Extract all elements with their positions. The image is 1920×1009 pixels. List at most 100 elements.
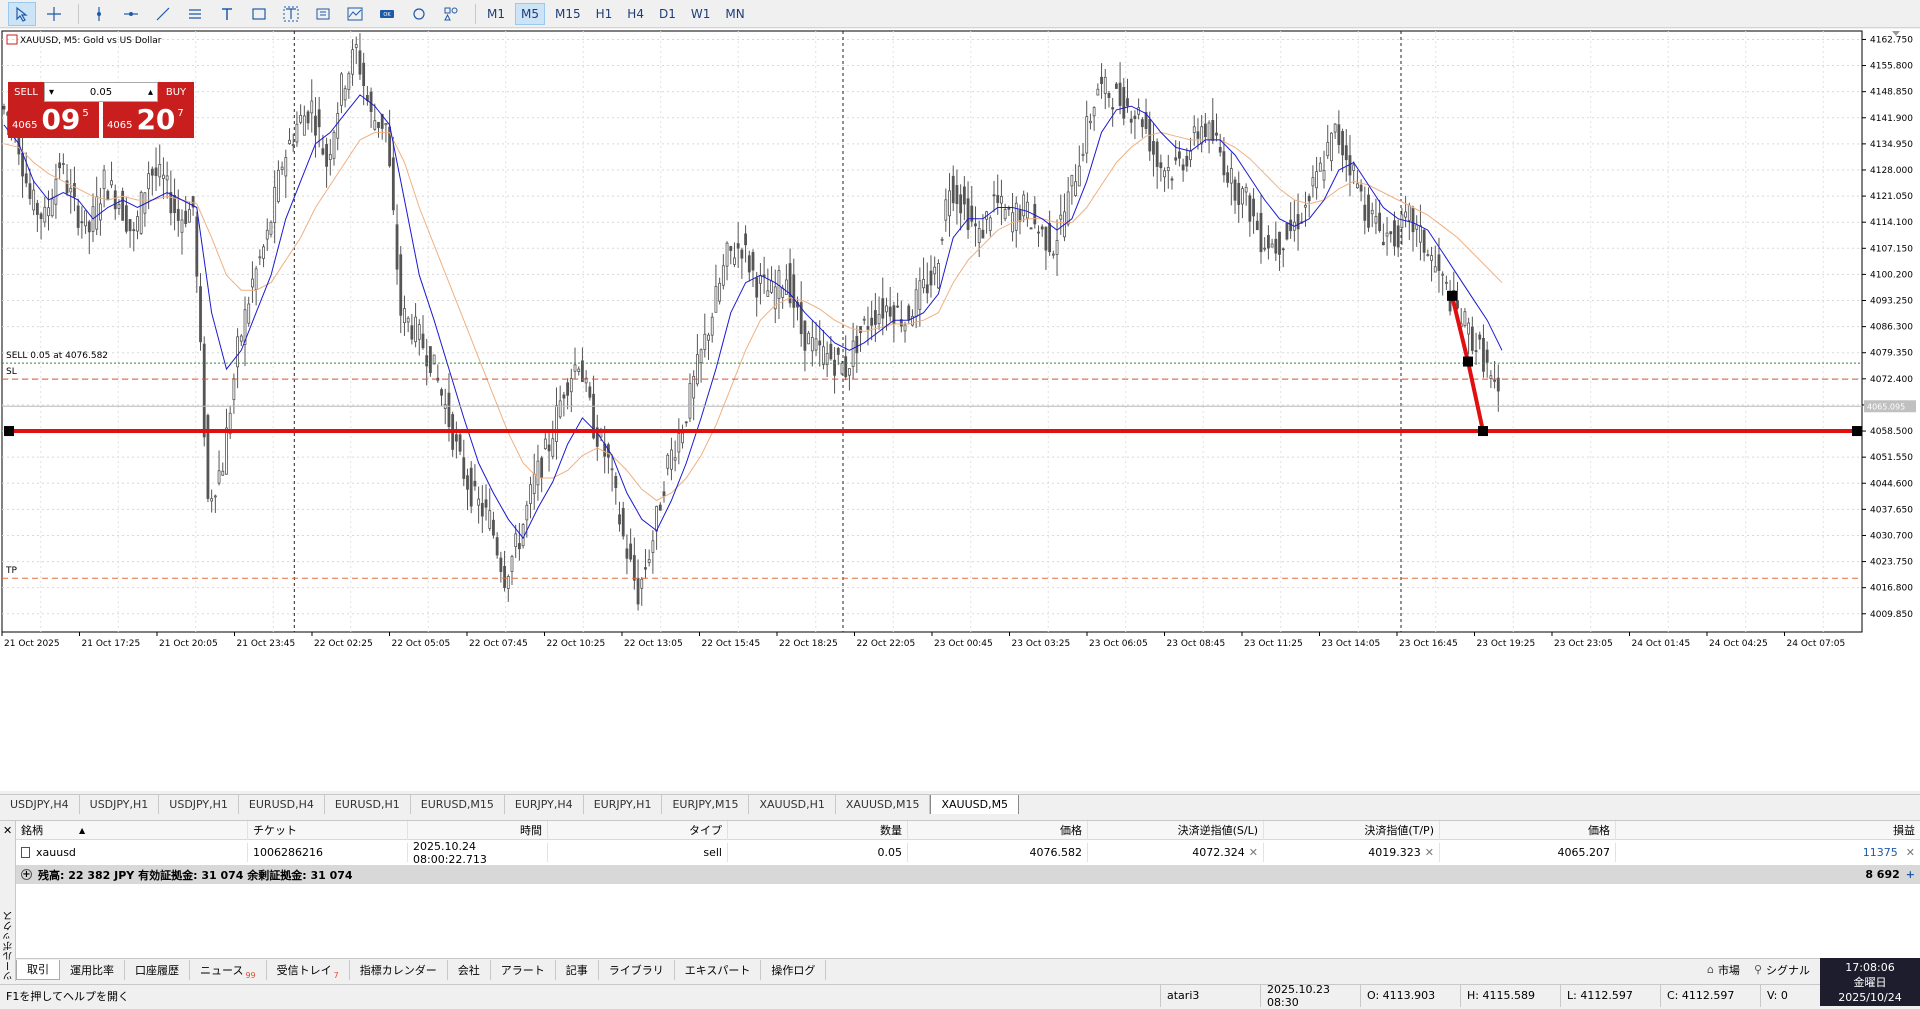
chart-tab[interactable]: XAUUSD,M5	[930, 795, 1020, 814]
timeframe-button-h1[interactable]: H1	[595, 6, 613, 21]
chart-tab[interactable]: EURJPY,H1	[584, 795, 663, 814]
chart-tab[interactable]: USDJPY,H1	[159, 795, 239, 814]
candle-body	[1114, 83, 1118, 89]
crosshair-icon[interactable]	[40, 2, 68, 26]
horizontal-line-icon[interactable]	[117, 2, 145, 26]
trendline-icon[interactable]	[149, 2, 177, 26]
bar-close: C: 4112.597	[1660, 984, 1760, 1007]
candle-body	[506, 576, 510, 589]
expand-icon[interactable]: +	[21, 869, 32, 880]
chart-tab[interactable]: XAUUSD,M15	[836, 795, 931, 814]
chart-tab[interactable]: USDJPY,H1	[80, 795, 160, 814]
timeframe-button-mn[interactable]: MN	[725, 6, 745, 21]
candle-body	[988, 217, 992, 231]
lot-dropdown-icon[interactable]: ▾	[49, 86, 55, 98]
table-row[interactable]: xauusd 1006286216 2025.10.24 08:00:22.71…	[16, 840, 1920, 866]
candle-body	[1107, 93, 1111, 98]
button-object-icon[interactable]: OK	[373, 2, 401, 26]
column-header[interactable]: タイプ	[548, 820, 728, 840]
column-header[interactable]: 時間	[408, 820, 548, 840]
candle-body	[914, 289, 918, 317]
ask-price-button[interactable]: 4065 20 7	[103, 102, 194, 138]
market-icon[interactable]: ⌂	[1706, 963, 1714, 976]
bid-price-main: 09	[41, 103, 81, 136]
candle-body	[1181, 164, 1185, 171]
shapes-icon[interactable]	[405, 2, 433, 26]
candle-body	[655, 505, 658, 532]
row-sl[interactable]: 4072.324	[1192, 846, 1245, 859]
text-icon[interactable]	[213, 2, 241, 26]
candle-body	[117, 203, 121, 209]
signal-icon[interactable]: ⚲	[1753, 963, 1762, 976]
rectangle-icon[interactable]	[245, 2, 273, 26]
profile-name[interactable]: atari3	[1160, 984, 1260, 1007]
lot-stepper-icon[interactable]: ▴	[147, 86, 153, 98]
column-header[interactable]: 損益	[1616, 821, 1920, 840]
toolbox-tab[interactable]: 記事	[556, 959, 599, 980]
market-button[interactable]: 市場	[1717, 963, 1740, 977]
remove-tp-icon[interactable]: ✕	[1424, 846, 1434, 859]
price-chart[interactable]: 4162.750 4155.800 4148.850 4141.900 4134.950…	[0, 29, 1920, 791]
toolbox-tab[interactable]: エキスパート	[675, 959, 762, 980]
column-header[interactable]: 数量	[728, 820, 908, 840]
lot-value[interactable]: 0.05	[89, 86, 113, 98]
toolbox-tab[interactable]: アラート	[491, 959, 556, 980]
chart-tab[interactable]: EURJPY,M15	[662, 795, 750, 814]
candle-body	[295, 123, 299, 143]
column-header[interactable]: 価格	[908, 820, 1088, 840]
toolbox-tab[interactable]: ライブラリ	[599, 959, 675, 980]
candle-body	[807, 332, 811, 345]
column-header[interactable]: 決済逆指値(S/L)	[1088, 820, 1264, 840]
row-tp[interactable]: 4019.323	[1368, 846, 1421, 859]
candle-body	[310, 100, 314, 114]
lot-size-field[interactable]: ▾ 0.05 ▴	[44, 82, 158, 102]
candle-body	[933, 266, 937, 275]
toolbox-tab[interactable]: 指標カレンダー	[350, 959, 448, 980]
object-list-icon[interactable]	[309, 2, 337, 26]
vertical-line-icon[interactable]	[85, 2, 113, 26]
indicator-icon[interactable]	[341, 2, 369, 26]
column-header[interactable]: 決済指値(T/P)	[1264, 820, 1440, 840]
chart-tab[interactable]: EURJPY,H4	[505, 795, 584, 814]
chart-tab[interactable]: XAUUSD,H1	[749, 795, 836, 814]
sell-button[interactable]: SELL	[8, 82, 44, 102]
toolbox-tab[interactable]: 運用比率	[60, 959, 125, 980]
chart-tab[interactable]: USDJPY,H4	[0, 795, 80, 814]
toolbox-tab[interactable]: 受信トレイ 7	[267, 959, 350, 980]
toolbox-tab[interactable]: 取引	[16, 959, 60, 980]
column-header[interactable]: チケット	[248, 820, 408, 840]
candle-body	[1226, 172, 1230, 183]
timeframe-button-w1[interactable]: W1	[690, 6, 711, 21]
timeframe-button-m5[interactable]: M5	[515, 2, 545, 25]
close-icon[interactable]: ✕	[3, 824, 13, 837]
channel-icon[interactable]	[181, 2, 209, 26]
column-header[interactable]: 銘柄 ▲	[16, 820, 248, 840]
candle-body	[221, 470, 225, 476]
chart-tab[interactable]: EURUSD,H4	[239, 795, 325, 814]
taskbar-clock[interactable]: 17:08:06 金曜日 2025/10/24	[1820, 958, 1920, 1006]
timeframe-button-m15[interactable]: M15	[555, 6, 581, 21]
bid-price-button[interactable]: 4065 09 5	[8, 102, 99, 138]
column-header[interactable]: 価格	[1440, 820, 1616, 840]
signal-button[interactable]: シグナル	[1766, 963, 1810, 977]
chart-tab[interactable]: EURUSD,M15	[411, 795, 505, 814]
candle-body	[911, 316, 914, 326]
remove-sl-icon[interactable]: ✕	[1248, 846, 1258, 859]
label-icon[interactable]	[277, 2, 305, 26]
chart-tab[interactable]: EURUSD,H1	[325, 795, 411, 814]
toolbox-tab[interactable]: 会社	[448, 959, 491, 980]
toolbox-tab[interactable]: 口座履歴	[125, 959, 190, 980]
more-shapes-icon[interactable]	[437, 2, 465, 26]
cursor-icon[interactable]	[8, 1, 36, 26]
close-position-icon[interactable]: ✕	[1905, 846, 1915, 859]
chart-area[interactable]: 4162.750 4155.800 4148.850 4141.900 4134.950…	[0, 29, 1920, 791]
buy-button[interactable]: BUY	[158, 82, 194, 102]
toolbox-tab[interactable]: ニュース 99	[190, 959, 267, 980]
timeframe-button-d1[interactable]: D1	[658, 6, 676, 21]
timeframe-button-m1[interactable]: M1	[487, 6, 505, 21]
add-icon[interactable]: +	[1905, 868, 1915, 881]
toolbox-tab[interactable]: 操作ログ	[761, 959, 827, 980]
toolbox-side-strip[interactable]: ✕ ツールボックス	[0, 821, 16, 981]
candle-body	[1118, 82, 1122, 106]
timeframe-button-h4[interactable]: H4	[627, 6, 644, 21]
